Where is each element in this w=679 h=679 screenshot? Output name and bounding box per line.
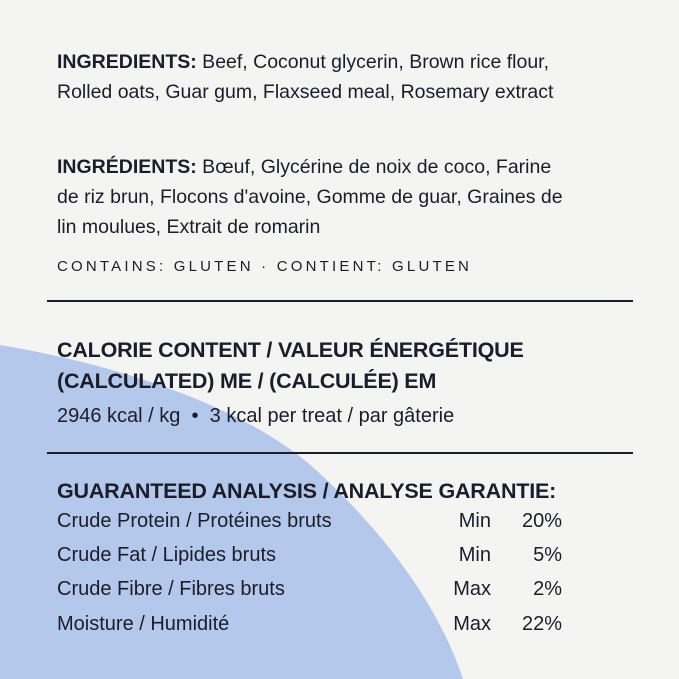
nutrient-name: Crude Fibre / Fibres bruts	[57, 578, 285, 600]
ingredients-label: INGREDIENTS:	[57, 51, 197, 73]
nutrient-qualifier: Max	[453, 578, 491, 600]
nutrient-qualifier: Min	[458, 510, 491, 532]
nutrient-name: Crude Fat / Lipides bruts	[57, 544, 276, 566]
nutrient-qualifier: Max	[453, 613, 491, 635]
nutrient-name: Moisture / Humidité	[57, 613, 230, 635]
nutrient-qualifier: Min	[458, 544, 491, 566]
divider	[47, 300, 633, 302]
allergen-statement: CONTAINS: GLUTEN · CONTIENT: GLUTEN	[57, 258, 473, 275]
analysis-row: Crude Protein / Protéines bruts Min 20%	[57, 510, 567, 540]
nutrient-value: 5%	[533, 544, 562, 566]
ingredients-english: INGREDIENTS: Beef, Coconut glycerin, Bro…	[57, 47, 577, 107]
calorie-value: 2946 kcal / kg • 3 kcal per treat / par …	[57, 405, 455, 427]
nutrient-value: 20%	[521, 510, 562, 532]
divider	[47, 452, 633, 454]
analysis-heading: GUARANTEED ANALYSIS / ANALYSE GARANTIE:	[57, 479, 557, 503]
ingredients-text: Beef, Coconut glycerin, Brown rice flour…	[57, 51, 554, 103]
nutrient-value: 2%	[533, 578, 562, 600]
calorie-heading-line2: (CALCULATED) ME / (CALCULÉE) EM	[57, 369, 437, 393]
ingredients-fr-text: Bœuf, Glycérine de noix de coco, Farine …	[57, 156, 563, 238]
nutrient-name: Crude Protein / Protéines bruts	[57, 510, 332, 532]
analysis-row: Crude Fibre / Fibres bruts Max 2%	[57, 578, 567, 608]
analysis-row: Crude Fat / Lipides bruts Min 5%	[57, 544, 567, 574]
calorie-heading-line1: CALORIE CONTENT / VALEUR ÉNERGÉTIQUE	[57, 338, 524, 362]
nutrient-value: 22%	[521, 613, 562, 635]
ingredients-french: INGRÉDIENTS: Bœuf, Glycérine de noix de …	[57, 152, 577, 242]
analysis-row: Moisture / Humidité Max 22%	[57, 613, 567, 643]
ingredients-fr-label: INGRÉDIENTS:	[57, 156, 197, 178]
